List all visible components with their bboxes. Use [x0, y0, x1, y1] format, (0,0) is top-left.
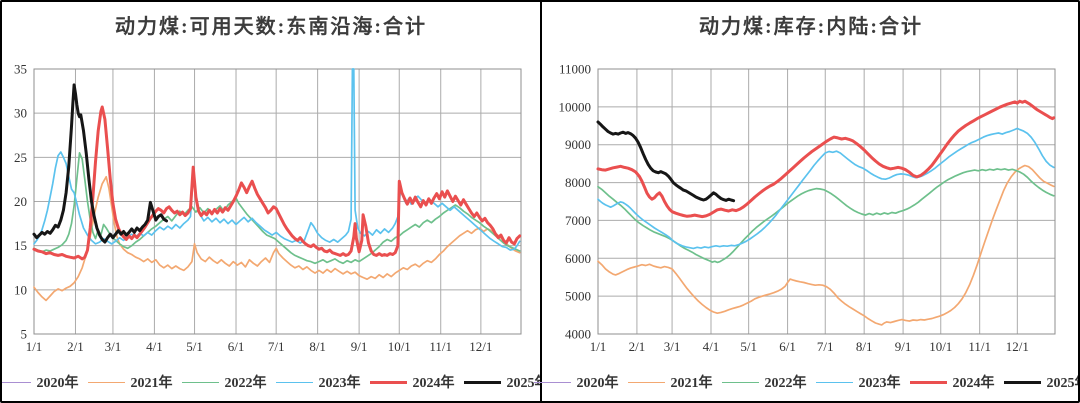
legend-item-2022年: 2022年	[721, 372, 807, 392]
y-axis-tick-label: 11000	[559, 62, 591, 77]
legend-line-swatch	[87, 381, 125, 383]
legend-line-swatch	[909, 380, 947, 384]
x-axis-tick-label: 5/1	[740, 339, 757, 354]
legend-item-2025年: 2025年	[1003, 372, 1079, 392]
legend-line-swatch	[2, 381, 31, 383]
series-line-2025年	[596, 120, 736, 203]
y-axis-tick-label: 5	[21, 327, 28, 342]
legend-item-2020年: 2020年	[533, 372, 619, 392]
legend-label: 2023年	[858, 376, 901, 391]
x-axis-tick-label: 6/1	[779, 339, 796, 354]
legend-item-2021年: 2021年	[87, 372, 173, 392]
y-axis-tick-label: 7000	[565, 213, 591, 228]
legend-item-2023年: 2023年	[275, 372, 361, 392]
legend-item-2020年: 2020年	[2, 372, 79, 392]
x-axis-tick-label: 1/1	[590, 339, 607, 354]
legend-label: 2022年	[764, 376, 807, 391]
legend-line-swatch	[369, 380, 407, 384]
legend-line-swatch	[721, 381, 759, 383]
series-line-2025年	[32, 83, 168, 244]
legend-line-swatch	[463, 380, 501, 384]
y-axis-tick-label: 5000	[565, 289, 591, 304]
legend-label: 2025年	[1046, 376, 1079, 391]
line-chart-canvas-left: 5 10 15 20 25 30 35 1/1 2/1 3/1 4/1 5/1 6/1 7/1 8/1 9/1…	[14, 62, 522, 354]
x-axis-tick-label: 2/1	[629, 339, 646, 354]
legend-label: 2025年	[506, 376, 549, 391]
x-axis-tick-label: 9/1	[895, 339, 912, 354]
legend-line-swatch	[1003, 380, 1041, 384]
x-axis-tick-label: 8/1	[856, 339, 873, 354]
x-axis-tick-label: 12/1	[1006, 339, 1029, 354]
x-axis-tick-label: 2/1	[67, 339, 84, 354]
x-axis-tick-label: 10/1	[388, 339, 411, 354]
legend-item-2023年: 2023年	[815, 372, 901, 392]
legend-line-swatch	[533, 381, 571, 383]
x-axis-tick-label: 5/1	[186, 339, 203, 354]
y-axis-tick-label: 20	[14, 194, 27, 209]
y-axis-tick-label: 35	[14, 62, 27, 77]
x-axis-tick-label: 10/1	[929, 339, 952, 354]
x-axis-tick-label: 8/1	[309, 339, 326, 354]
x-axis-tick-label: 4/1	[703, 339, 720, 354]
series-line-2024年	[596, 99, 1056, 219]
x-axis-tick-label: 1/1	[26, 339, 43, 354]
y-axis-tick-label: 25	[14, 150, 27, 165]
x-axis-tick-label: 7/1	[268, 339, 285, 354]
plot-border	[597, 68, 1056, 335]
x-axis-tick-label: 7/1	[817, 339, 834, 354]
series-line-2022年	[33, 152, 521, 265]
chart-legend-right: 2020年 2021年 2022年 2023年 2024年 2025年	[533, 372, 1079, 392]
series-line-2023年	[597, 127, 1055, 250]
x-axis-tick-label: 3/1	[664, 339, 681, 354]
legend-label: 2022年	[224, 376, 267, 391]
series-line-2024年	[32, 105, 522, 261]
y-axis-tick-label: 10	[14, 282, 27, 297]
legend-item-2022年: 2022年	[181, 372, 267, 392]
chart-panel-available-days: 动力煤:可用天数:东南沿海:合计 5 10 15 20 25 30 35 1/1 2/1 3/1 4…	[2, 2, 549, 401]
series-line-2021年	[33, 175, 521, 302]
y-axis-tick-label: 15	[14, 238, 27, 253]
legend-item-2021年: 2021年	[627, 372, 713, 392]
legend-label: 2023年	[318, 376, 361, 391]
x-axis-tick-label: 9/1	[351, 339, 368, 354]
legend-line-swatch	[181, 381, 219, 383]
y-axis-tick-label: 9000	[565, 137, 591, 152]
y-axis-tick-label: 6000	[565, 251, 591, 266]
x-axis-tick-label: 6/1	[228, 339, 245, 354]
x-axis-tick-label: 11/1	[429, 339, 452, 354]
legend-line-swatch	[275, 381, 313, 383]
x-axis-tick-label: 11/1	[968, 339, 991, 354]
legend-label: 2021年	[670, 376, 713, 391]
plot-border	[33, 68, 522, 335]
legend-item-2024年: 2024年	[369, 372, 455, 392]
legend-label: 2021年	[130, 376, 173, 391]
legend-label: 2024年	[952, 376, 995, 391]
chart-panel-inventory: 动力煤:库存:内陆:合计 4000 5000 6000 7000 8000 9000 100…	[533, 2, 1079, 401]
x-axis-tick-label: 12/1	[469, 339, 492, 354]
y-axis-tick-label: 10000	[559, 99, 592, 114]
y-axis-tick-label: 30	[14, 106, 27, 121]
legend-item-2025年: 2025年	[463, 372, 549, 392]
legend-item-2024年: 2024年	[909, 372, 995, 392]
legend-label: 2020年	[36, 376, 79, 391]
legend-line-swatch	[815, 381, 853, 383]
chart-legend-left: 2020年 2021年 2022年 2023年 2024年 2025年	[2, 372, 549, 392]
chart-title-left: 动力煤:可用天数:东南沿海:合计	[115, 16, 427, 38]
series-line-2021年	[597, 164, 1055, 326]
legend-label: 2020年	[576, 376, 619, 391]
y-axis-tick-label: 4000	[565, 327, 591, 342]
line-chart-canvas-right: 4000 5000 6000 7000 8000 9000 10000 11000 1/1 2/1…	[559, 62, 1056, 354]
series-line-2023年	[33, 68, 521, 251]
chart-title-right: 动力煤:库存:内陆:合计	[699, 16, 923, 38]
y-axis-tick-label: 8000	[565, 175, 591, 190]
x-axis-tick-label: 3/1	[105, 339, 122, 354]
legend-line-swatch	[627, 381, 665, 383]
legend-label: 2024年	[412, 376, 455, 391]
x-axis-tick-label: 4/1	[146, 339, 163, 354]
